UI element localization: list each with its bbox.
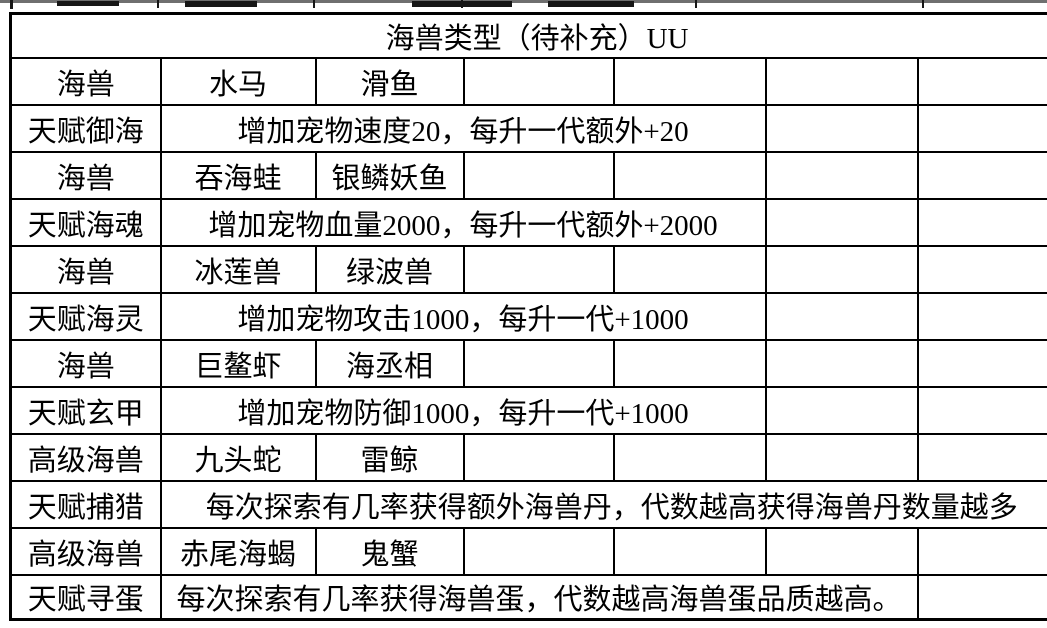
table-cell: 银鳞妖鱼 — [314, 151, 465, 200]
table-cell-empty — [764, 386, 919, 435]
table-cell-empty — [916, 57, 1047, 106]
table-row: 海兽 水马 滑鱼 — [9, 57, 1047, 106]
table-cell-empty — [916, 574, 1047, 621]
table-cell-empty — [764, 433, 919, 482]
clipped-border-fragment — [461, 0, 463, 8]
table-cell-empty — [916, 104, 1047, 153]
table-row: 天赋海魂 增加宠物血量2000，每升一代额外+2000 — [9, 198, 1047, 247]
table-cell: 巨鳌虾 — [159, 339, 317, 388]
table-cell: 天赋海魂 — [9, 198, 162, 247]
table-cell-empty — [764, 527, 919, 576]
table-row: 海兽 冰莲兽 绿波兽 — [9, 245, 1047, 294]
table-cell-empty — [764, 292, 919, 341]
table-cell: 绿波兽 — [314, 245, 465, 294]
table-cell: 海兽 — [9, 245, 162, 294]
table-cell: 水马 — [159, 57, 317, 106]
table-row: 海兽 吞海蛙 银鳞妖鱼 — [9, 151, 1047, 200]
table-cell-empty — [916, 527, 1047, 576]
table-cell: 天赋海灵 — [9, 292, 162, 341]
table-row: 海兽 巨鳌虾 海丞相 — [9, 339, 1047, 388]
table-cell-empty — [612, 433, 767, 482]
clipped-border-fragment — [695, 0, 697, 8]
table-cell: 高级海兽 — [9, 527, 162, 576]
table-cell: 天赋寻蛋 — [9, 574, 162, 621]
top-window-strip — [0, 0, 1047, 3]
table-cell-empty — [764, 57, 919, 106]
table-row: 天赋玄甲 增加宠物防御1000，每升一代+1000 — [9, 386, 1047, 435]
table-cell-empty — [612, 151, 767, 200]
table-cell-empty — [916, 433, 1047, 482]
table-row: 海兽类型（待补充）UU — [9, 12, 1047, 59]
table-cell: 海丞相 — [314, 339, 465, 388]
table-cell: 高级海兽 — [9, 433, 162, 482]
table-cell: 每次探索有几率获得额外海兽丹，代数越高获得海兽丹数量越多 — [159, 480, 1047, 529]
table-row: 高级海兽 九头蛇 雷鲸 — [9, 433, 1047, 482]
table-row: 天赋寻蛋 每次探索有几率获得海兽蛋，代数越高海兽蛋品质越高。 — [9, 574, 1047, 621]
table-cell: 增加宠物防御1000，每升一代+1000 — [159, 386, 767, 435]
table-cell-empty — [462, 527, 615, 576]
table-cell-empty — [916, 386, 1047, 435]
table-cell: 增加宠物血量2000，每升一代额外+2000 — [159, 198, 767, 247]
table-cell-empty — [462, 151, 615, 200]
table-cell: 雷鲸 — [314, 433, 465, 482]
table-cell-empty — [764, 198, 919, 247]
table-cell: 鬼蟹 — [314, 527, 465, 576]
table-row: 天赋海灵 增加宠物攻击1000，每升一代+1000 — [9, 292, 1047, 341]
clipped-border-fragment — [10, 0, 13, 9]
clipped-border-fragment — [157, 0, 159, 8]
table-cell-empty — [916, 198, 1047, 247]
table-title: 海兽类型（待补充）UU — [9, 12, 1047, 59]
table-cell: 每次探索有几率获得海兽蛋，代数越高海兽蛋品质越高。 — [159, 574, 919, 621]
clipped-border-fragment — [922, 0, 924, 8]
clipped-text-fragment — [548, 1, 634, 7]
table-cell-empty — [612, 245, 767, 294]
table-row: 天赋捕猎 每次探索有几率获得额外海兽丹，代数越高获得海兽丹数量越多 — [9, 480, 1047, 529]
table-cell: 天赋捕猎 — [9, 480, 162, 529]
table-cell-empty — [764, 151, 919, 200]
table-cell-empty — [462, 57, 615, 106]
table-cell-empty — [462, 245, 615, 294]
table-cell: 天赋玄甲 — [9, 386, 162, 435]
table-cell-empty — [612, 339, 767, 388]
table-cell: 九头蛇 — [159, 433, 317, 482]
table-cell-empty — [916, 339, 1047, 388]
table-cell: 天赋御海 — [9, 104, 162, 153]
sea-beast-table-wrap: 海兽类型（待补充）UU 海兽 水马 滑鱼 天赋御海 增加宠物速度20，每升一代额外+20 海… — [9, 12, 1047, 621]
table-cell: 冰莲兽 — [159, 245, 317, 294]
sea-beast-table: 海兽类型（待补充）UU 海兽 水马 滑鱼 天赋御海 增加宠物速度20，每升一代额外+20 海… — [9, 12, 1047, 621]
table-cell-empty — [462, 433, 615, 482]
table-cell-empty — [462, 339, 615, 388]
table-cell-empty — [764, 104, 919, 153]
clipped-text-fragment — [185, 1, 257, 7]
table-cell: 海兽 — [9, 57, 162, 106]
table-cell: 海兽 — [9, 151, 162, 200]
table-cell-empty — [612, 57, 767, 106]
table-cell-empty — [916, 245, 1047, 294]
table-cell: 吞海蛙 — [159, 151, 317, 200]
table-cell: 增加宠物攻击1000，每升一代+1000 — [159, 292, 767, 341]
table-cell-empty — [764, 245, 919, 294]
table-cell: 滑鱼 — [314, 57, 465, 106]
table-cell: 赤尾海蝎 — [159, 527, 317, 576]
table-cell-empty — [612, 527, 767, 576]
clipped-text-fragment — [57, 1, 119, 6]
table-cell-empty — [916, 292, 1047, 341]
clipped-border-fragment — [313, 0, 315, 8]
table-cell: 增加宠物速度20，每升一代额外+20 — [159, 104, 767, 153]
table-cell-empty — [916, 151, 1047, 200]
table-body: 海兽类型（待补充）UU 海兽 水马 滑鱼 天赋御海 增加宠物速度20，每升一代额外+20 海… — [9, 12, 1047, 621]
table-cell-empty — [764, 339, 919, 388]
table-row: 高级海兽 赤尾海蝎 鬼蟹 — [9, 527, 1047, 576]
table-cell: 海兽 — [9, 339, 162, 388]
table-row: 天赋御海 增加宠物速度20，每升一代额外+20 — [9, 104, 1047, 153]
